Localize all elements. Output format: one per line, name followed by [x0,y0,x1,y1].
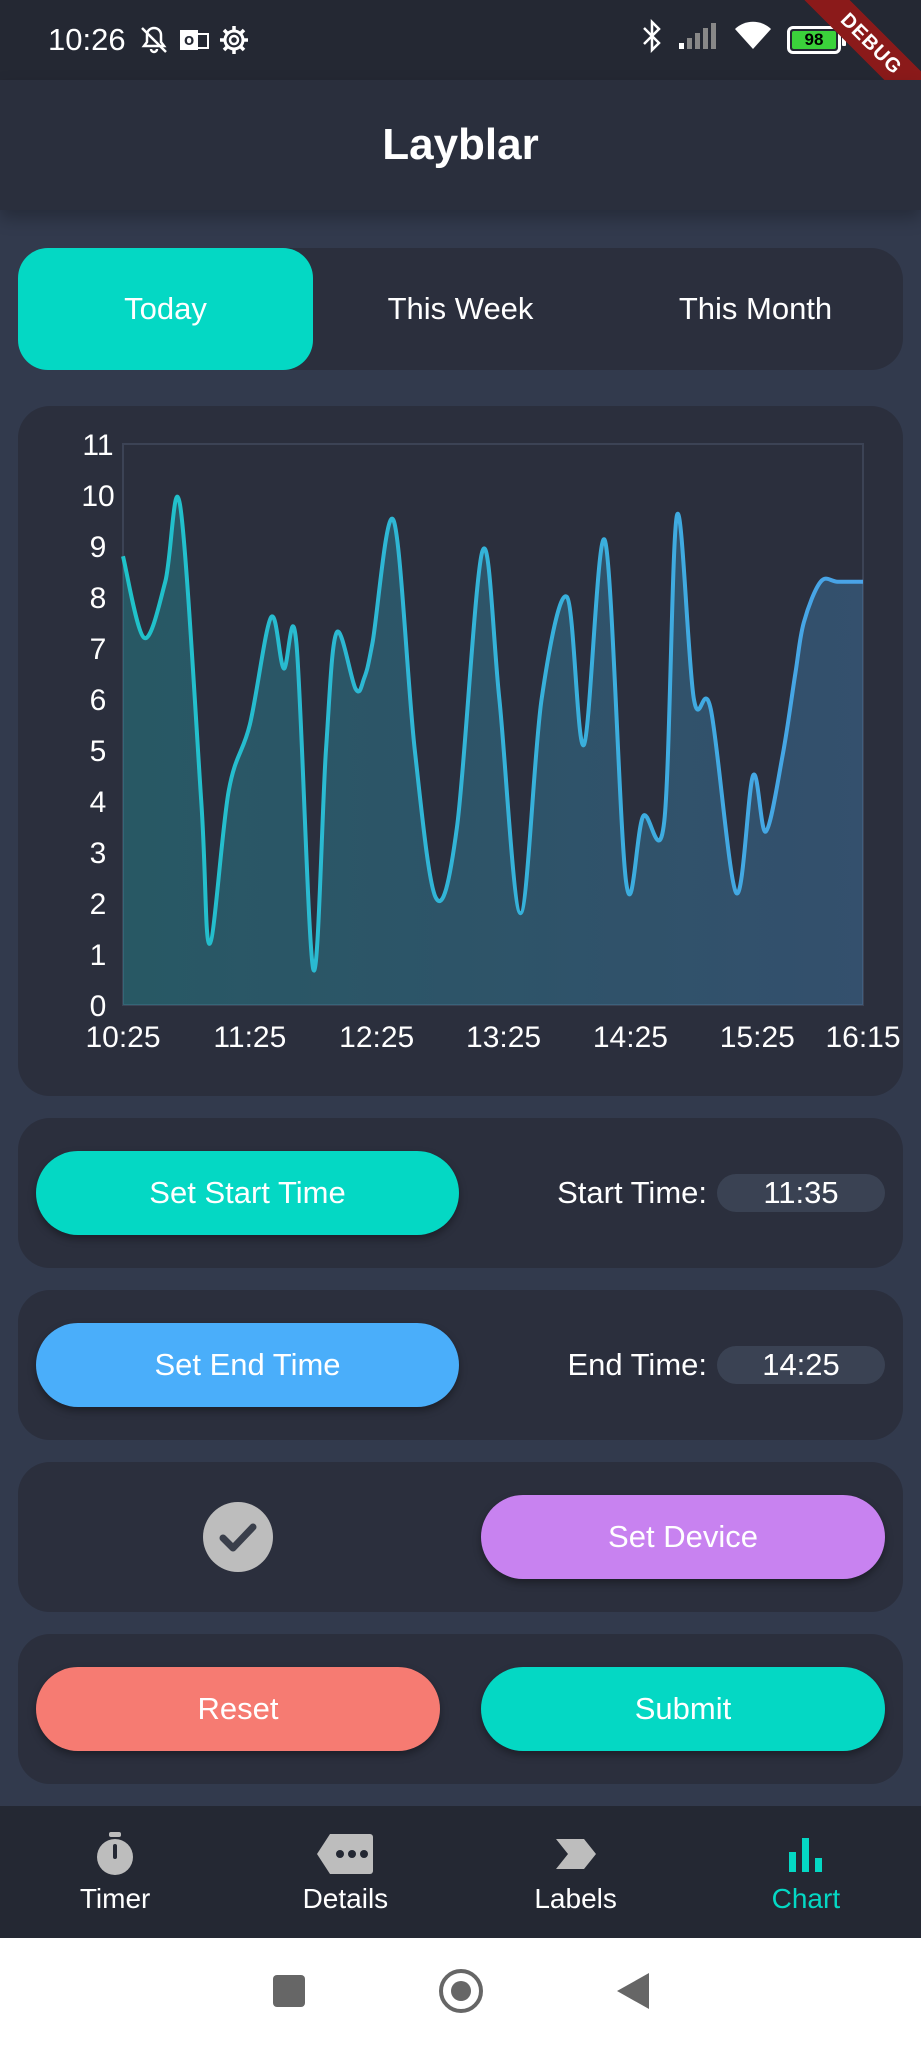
line-chart: 0 1 2 3 4 5 6 7 8 9 10 11 10:25 11:25 12:25 13:25 14:25 1… [81,429,900,1054]
y-tick-label: 5 [90,735,107,768]
device-row: Set Device [18,1462,903,1612]
app-title: Layblar [382,120,539,169]
y-tick-label: 2 [90,888,107,921]
y-tick-label: 6 [90,684,107,717]
check-circle-icon [203,1502,273,1572]
more-tag-icon [316,1829,374,1879]
y-tick-label: 0 [90,990,107,1023]
start-time-row: Set Start Time Start Time: 11:35 [18,1118,903,1268]
wifi-icon [733,21,773,59]
x-tick-label: 11:25 [213,1021,286,1054]
reset-button[interactable]: Reset [36,1667,440,1751]
y-tick-label: 8 [90,582,107,615]
nav-details-label: Details [302,1883,389,1914]
nav-chart-label: Chart [771,1883,841,1914]
nav-chart[interactable]: Chart [691,1806,921,1938]
battery-icon: 98 [787,26,846,54]
end-time-row: Set End Time End Time: 14:25 [18,1290,903,1440]
device-status [36,1502,440,1572]
app-bar: Layblar [0,80,921,210]
y-tick-label: 1 [90,939,107,972]
nav-labels-label: Labels [534,1883,617,1914]
nav-timer[interactable]: Timer [0,1806,230,1938]
bar-chart-icon [786,1829,826,1879]
x-tick-label: 15:25 [720,1021,795,1054]
settings-gear-icon [214,20,254,60]
bottom-navigation: Timer Details Labels Chart [0,1806,921,1938]
bluetooth-icon [641,18,663,61]
svg-text:O: O [184,34,194,48]
y-tick-label: 9 [90,531,107,564]
end-time-label: End Time: [567,1347,707,1382]
start-time-value: 11:35 [717,1174,885,1212]
chart-card: 0 1 2 3 4 5 6 7 8 9 10 11 10:25 11:25 12:25 13:25 14:25 1… [18,406,903,1096]
bell-off-icon [134,20,174,60]
y-tick-label: 7 [90,633,107,666]
set-device-button[interactable]: Set Device [481,1495,885,1579]
battery-level: 98 [804,30,824,49]
x-tick-label: 14:25 [593,1021,668,1054]
nav-details[interactable]: Details [230,1806,460,1938]
system-navigation-bar [0,1938,921,2048]
y-tick-label: 10 [81,480,114,513]
tab-this-month[interactable]: This Month [678,291,833,326]
x-tick-label: 13:25 [466,1021,541,1054]
range-selector: Today This Week This Month [18,248,903,370]
home-icon[interactable] [437,1967,485,2020]
x-tick-label: 16:15 [825,1021,900,1054]
actions-row: Reset Submit [18,1634,903,1784]
outlook-icon: O [174,20,214,60]
tab-this-week[interactable]: This Week [387,291,534,326]
set-end-time-button[interactable]: Set End Time [36,1323,459,1407]
nav-labels[interactable]: Labels [461,1806,691,1938]
x-tick-label: 10:25 [85,1021,160,1054]
status-bar: 10:26 O 98 DEBUG [0,0,921,134]
start-time-label: Start Time: [557,1175,707,1210]
y-tick-label: 3 [90,837,107,870]
status-time: 10:26 [48,22,126,57]
tab-today[interactable]: Today [18,248,313,370]
set-start-time-button[interactable]: Set Start Time [36,1151,459,1235]
signal-icon [677,21,719,59]
x-tick-label: 12:25 [339,1021,414,1054]
label-icon [554,1829,598,1879]
recents-icon[interactable] [271,1973,307,2014]
status-right: 98 [641,0,846,80]
end-time-value: 14:25 [717,1346,885,1384]
series-line [121,494,864,973]
submit-button[interactable]: Submit [481,1667,885,1751]
stopwatch-icon [93,1829,137,1879]
back-icon[interactable] [615,1971,651,2016]
series-area [123,496,863,1005]
y-tick-label: 4 [90,786,107,819]
nav-timer-label: Timer [79,1883,151,1914]
y-tick-label: 11 [82,429,113,462]
